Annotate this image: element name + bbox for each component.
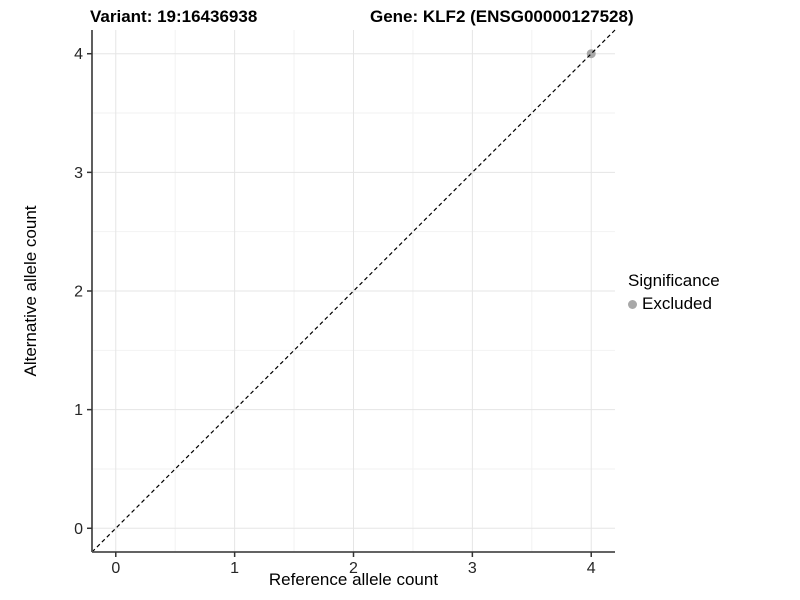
y-tick-label: 0	[74, 521, 83, 538]
y-tick-label: 4	[74, 46, 83, 63]
y-tick-label: 3	[74, 165, 83, 182]
y-axis-title: Alternative allele count	[21, 205, 40, 377]
legend-entry-excluded: Excluded	[628, 294, 720, 314]
x-tick-label: 2	[349, 560, 358, 577]
y-tick-label: 1	[74, 402, 83, 419]
legend-title: Significance	[628, 271, 720, 290]
x-tick-label: 3	[468, 560, 477, 577]
x-axis-title: Reference allele count	[268, 570, 439, 589]
y-tick-label: 2	[74, 284, 83, 301]
excluded-point-icon	[628, 299, 637, 309]
plot-title-variant: Variant: 19:16436938	[90, 7, 258, 26]
x-tick-label: 0	[111, 560, 120, 577]
plot-title-gene: Gene: KLF2 (ENSG00000127528)	[370, 7, 634, 26]
legend-entry-label: Excluded	[642, 294, 712, 313]
x-tick-label: 1	[230, 560, 239, 577]
x-tick-label: 4	[587, 560, 596, 577]
legend: Significance Excluded	[628, 271, 720, 314]
